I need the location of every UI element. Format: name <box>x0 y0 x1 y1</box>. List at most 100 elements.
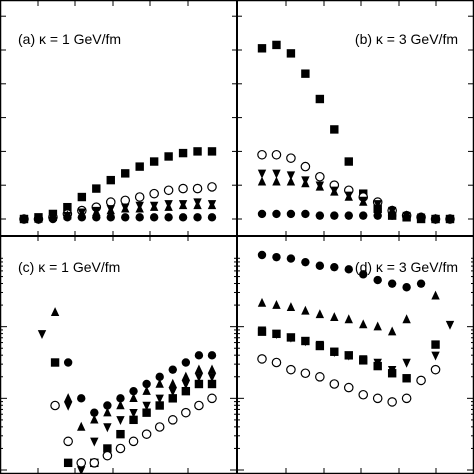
panel-c-point-triangle-down <box>103 423 112 433</box>
panel-c-point-square-filled <box>142 408 151 417</box>
panel-b-point-square-filled <box>315 94 325 104</box>
panel-a-point-circle-filled <box>63 213 72 222</box>
panel-d-point-triangle-up <box>315 309 325 319</box>
panel-a-point-circle-open <box>149 188 159 199</box>
panel-d-point-triangle-up <box>301 305 310 315</box>
panel-d-point-triangle-down <box>315 340 325 350</box>
panel-a-point-triangle-up <box>178 200 188 210</box>
panel-c-point-circle-open <box>115 443 126 454</box>
panel-c-point-triangle-down <box>181 380 191 390</box>
panel-c-point-circle-open <box>89 458 100 468</box>
panel-d-point-triangle-up <box>359 319 368 329</box>
panel-b-point-circle-filled <box>315 211 325 220</box>
panel-c-point-circle-filled <box>116 394 125 403</box>
panel-b-label: (b) κ = 3 GeV/fm <box>355 31 458 47</box>
panel-b-point-triangle-up <box>315 181 325 191</box>
panel-d-point-triangle-down <box>301 337 310 347</box>
panel-d-point-circle-open <box>430 364 441 375</box>
panel-a-point-circle-open <box>178 183 188 194</box>
panel-c-point-triangle-down <box>90 437 99 447</box>
panel-d-point-triangle-up <box>344 314 353 324</box>
panel-a-point-square-filled <box>149 157 159 166</box>
panel-d-point-circle-open <box>416 375 426 386</box>
panel-c-point-square-filled <box>181 386 191 396</box>
panel-a-point-triangle-up <box>121 203 130 213</box>
panel-d-point-circle-open <box>358 389 369 400</box>
panel-c-point-square-filled <box>194 379 204 389</box>
panel-b-point-circle-filled <box>431 214 440 224</box>
panel-d-point-circle-open <box>372 393 383 404</box>
panel-c-point-circle-open <box>128 436 139 447</box>
panel-d-point-circle-filled <box>272 252 281 262</box>
panel-b-point-circle-filled <box>402 213 411 222</box>
panel-c-point-circle-filled <box>142 379 151 389</box>
panel-a-point-triangle-up <box>106 205 115 215</box>
panel-d-point-circle-open <box>271 357 282 368</box>
panel-d-point-triangle-up <box>402 314 411 324</box>
panel-a-point-circle-filled <box>178 213 188 222</box>
panel-d-point-triangle-down <box>431 351 440 361</box>
panel-c-point-square-filled <box>155 401 164 410</box>
panel-c-point-triangle-down <box>142 401 151 411</box>
panel-c-point-square-filled <box>50 358 60 367</box>
panel-a-point-square-filled <box>207 147 217 156</box>
panel-b-point-square-filled <box>286 49 296 58</box>
panel-c-point-circle-filled <box>90 408 99 417</box>
panel-b-point-triangle-up <box>272 176 281 186</box>
panel-d-point-triangle-down <box>387 365 397 375</box>
panel-c-point-triangle-down <box>194 373 204 383</box>
panel-c-point-triangle-up <box>142 385 151 395</box>
panel-a-point-square-filled <box>63 202 72 212</box>
panel-a-point-circle-filled <box>135 213 144 222</box>
panel-b-point-circle-open <box>300 161 311 172</box>
panel-b-point-triangle-down <box>257 169 267 179</box>
panel-d-point-circle-open <box>401 393 412 404</box>
panel-d-point-circle-filled <box>373 275 382 285</box>
panel-d-point-triangle-up <box>330 312 339 322</box>
panel-d-point-triangle-down <box>330 348 339 357</box>
panel-a-point-triangle-up <box>193 200 202 210</box>
panel-d-point-triangle-up <box>387 326 397 336</box>
panel-d-point-circle-open <box>387 397 397 407</box>
panel-a-point-circle-open <box>207 182 217 192</box>
panel-d-point-triangle-up <box>286 302 296 312</box>
panel-c-point-circle-open <box>50 400 60 411</box>
panel-c-point-triangle-up <box>77 421 86 431</box>
panel-a-point-circle-open <box>105 197 116 207</box>
panel-c-point-square-filled <box>129 415 138 425</box>
panel-b-point-circle-open <box>315 171 325 182</box>
panel-a-point-circle-filled <box>193 213 202 222</box>
panel-d-point-triangle-up <box>257 297 267 307</box>
panel-d-point-circle-filled <box>359 270 368 279</box>
panel-c-point-triangle-up <box>50 307 60 317</box>
panel-b-point-circle-filled <box>344 211 353 220</box>
panel-c-point-circle-filled <box>207 351 217 360</box>
panel-a-point-triangle-up <box>135 203 144 213</box>
panel-a-point-circle-open <box>120 195 131 206</box>
panel-d-point-triangle-down <box>344 351 353 361</box>
panel-d-point-triangle-down <box>373 358 382 368</box>
panel-c-point-circle-open <box>167 415 178 425</box>
panel-c-point-triangle-down <box>63 401 73 411</box>
panel-c-point-triangle-down <box>77 466 86 474</box>
panel-c-point-square-filled <box>207 379 217 389</box>
panel-a-point-circle-filled <box>19 214 29 224</box>
panel-a-point-circle-filled <box>149 213 159 222</box>
panel-c-point-circle-filled <box>155 372 164 382</box>
panel-b-point-circle-filled <box>359 211 368 220</box>
panel-b-point-circle-filled <box>301 209 310 219</box>
panel-a-point-circle-filled <box>164 213 173 222</box>
panel-d-point-circle-open <box>315 372 325 382</box>
panel-a-point-circle-filled <box>106 213 115 222</box>
panel-a-point-triangle-up <box>164 201 173 211</box>
panel-a-point-square-filled <box>106 175 115 185</box>
panel-d-point-triangle-up <box>272 299 281 309</box>
panel-c-point-triangle-up <box>194 364 204 374</box>
panel-c-point-circle-open <box>207 393 217 404</box>
panel-c-point-circle-open <box>102 450 113 461</box>
panel-d-point-circle-filled <box>330 262 339 272</box>
panel-d-point-square-filled <box>402 374 411 383</box>
panel-a-point-triangle-up <box>149 201 159 211</box>
panel-c-point-circle-filled <box>181 358 191 367</box>
